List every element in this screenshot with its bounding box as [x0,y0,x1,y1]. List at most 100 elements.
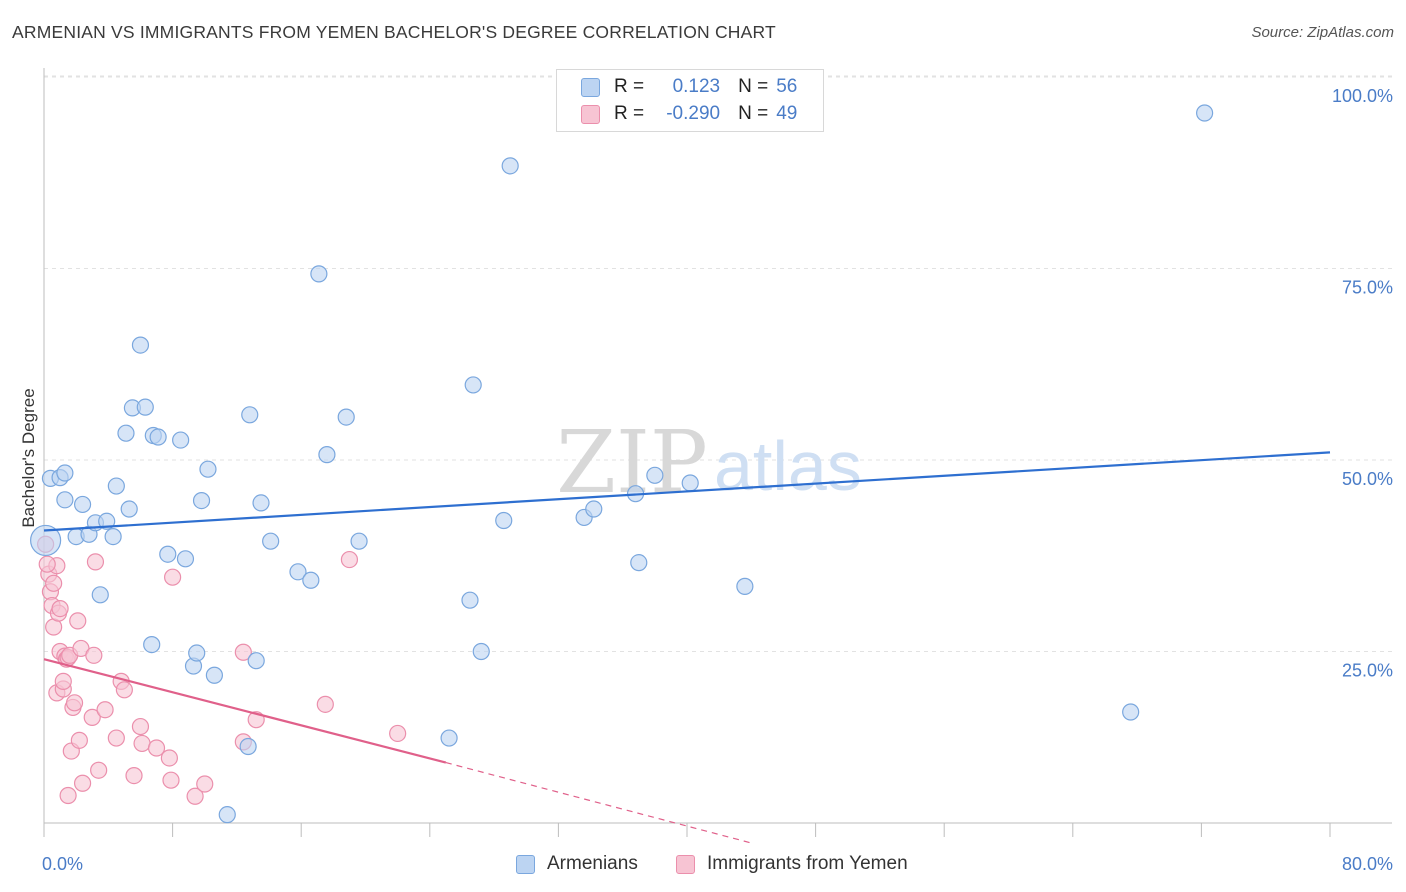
yemen-point [69,612,87,630]
armenians-point [91,586,109,604]
legend-r-label: R = [614,76,645,97]
armenians-point [495,511,513,530]
legend-r-value: -0.290 [666,103,721,124]
armenians-point [501,157,519,175]
y-tick-label: 75.0% [1342,278,1393,298]
armenians-point [318,446,336,464]
yemen-point [389,724,407,743]
yemen-point [196,775,214,793]
bottom-legend-yemen: Immigrants from Yemen [676,852,908,876]
yemen-trend-line [43,658,447,764]
armenians-point [310,265,328,283]
legend-n-label: N = [738,76,769,97]
armenians-point [199,460,217,478]
armenians-point [646,466,664,484]
armenians-point [252,494,270,512]
yemen-point [234,643,252,661]
armenians-point [104,527,122,546]
yemen-point [59,786,77,805]
armenians-point [472,642,490,661]
yemen-point [90,761,108,779]
yemen-point [86,553,105,571]
legend-n-value: 49 [776,103,798,124]
legend-label-yemen: Immigrants from Yemen [707,853,908,874]
yemen-point [340,550,359,569]
watermark-atlas: atlas [714,427,862,505]
armenians-trend-line [43,451,1331,532]
legend-row-armenians: R = 0.123 N = 56 [581,75,797,99]
y-tick-label: 25.0% [1342,661,1393,681]
armenians-point [159,545,177,563]
y-tick-label: 100.0% [1332,86,1393,106]
armenians-point [337,408,355,426]
yemen-point [85,646,103,664]
armenians-point [464,376,482,394]
series-armenians-points [30,104,1214,824]
armenians-point [30,524,62,557]
armenians-point [73,495,92,514]
armenians-point [681,474,699,492]
legend-swatch-yemen [676,854,695,874]
yemen-point [65,694,84,712]
armenians-point [247,652,265,670]
armenians-point [630,554,648,572]
armenians-point [350,532,368,550]
armenians-point [302,571,320,589]
yemen-point [162,771,180,789]
y-axis-label: Bachelor's Degree [19,388,38,527]
armenians-point [188,644,206,662]
trend-lines [43,451,1331,844]
yemen-point [131,717,150,736]
axes: 25.0% 50.0% 75.0% 100.0% 0.0% 80.0% [42,68,1393,874]
yemen-point [38,555,56,573]
legend-row-yemen: R = -0.290 N = 49 [581,102,797,126]
yemen-point [160,749,178,767]
yemen-point [73,774,92,792]
armenians-point [736,577,754,595]
watermark: ZIP atlas [556,413,862,513]
yemen-point [70,731,88,749]
legend-r-label: R = [614,103,645,124]
yemen-point [83,708,101,726]
armenians-point [218,806,236,824]
armenians-point [239,737,257,756]
yemen-point [115,681,133,699]
armenians-point [172,431,190,449]
armenians-point [585,500,603,518]
legend-r-value: 0.123 [672,76,721,97]
armenians-point [176,550,195,568]
armenians-point [143,636,161,654]
correlation-legend: R = 0.123 N = 56 R = -0.290 N = 49 [556,69,824,132]
yemen-point [45,574,63,592]
yemen-trend-extension [445,761,752,844]
yemen-point [107,729,125,747]
legend-label-armenians: Armenians [547,853,638,874]
armenians-point [56,491,74,509]
armenians-point [241,406,259,424]
armenians-point [56,464,74,482]
legend-swatch-armenians [581,77,600,97]
yemen-point [51,600,69,618]
armenians-point [149,428,167,446]
x-tick-label: 0.0% [42,854,83,874]
yemen-point [164,568,182,586]
armenians-point [192,491,211,510]
armenians-point [1196,104,1214,122]
armenians-point [289,563,307,581]
source-credit: Source: ZipAtlas.com [1251,24,1394,41]
yemen-point [316,695,334,713]
armenians-point [131,336,150,354]
series-yemen-points [37,535,407,805]
yemen-point [133,734,151,753]
armenians-point [136,398,154,416]
yemen-point [147,739,166,757]
armenians-point [117,424,135,442]
yemen-point [125,766,143,785]
yemen-point [96,701,114,719]
armenians-point [262,532,280,550]
y-tick-label: 50.0% [1342,469,1393,489]
armenians-point [461,591,479,609]
yemen-point [54,672,72,690]
armenians-point [440,729,458,747]
